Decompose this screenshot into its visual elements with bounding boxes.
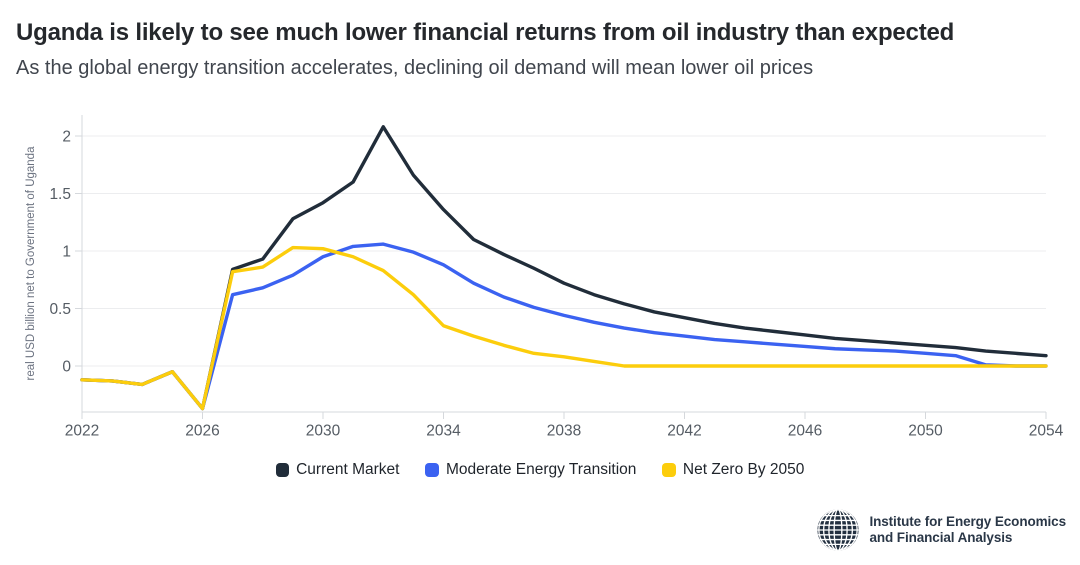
y-tick-label: 0.5	[49, 301, 71, 318]
y-axis-title: real USD billion net to Government of Ug…	[25, 146, 37, 381]
x-tick-label: 2022	[65, 423, 99, 440]
legend: Current Market Moderate Energy Transition…	[0, 460, 1080, 480]
org-logo: Institute for Energy Economics and Finan…	[815, 507, 1066, 553]
org-name-line1: Institute for Energy Economics	[869, 514, 1066, 529]
series-line-net-zero-by-2050	[80, 245, 1048, 411]
series-line-moderate-energy-transition	[80, 242, 1048, 411]
legend-item-current-market: Current Market	[275, 461, 400, 479]
org-name-line2: and Financial Analysis	[869, 530, 1013, 545]
x-tick-label: 2026	[185, 423, 219, 440]
y-tick-label: 2	[62, 129, 71, 146]
chart-header: Uganda is likely to see much lower finan…	[0, 0, 1080, 90]
x-tick-label: 2054	[1029, 423, 1064, 440]
globe-icon	[817, 509, 860, 551]
legend-item-moderate-energy-transition: Moderate Energy Transition	[425, 461, 636, 479]
y-tick-label: 1.5	[49, 186, 71, 203]
legend-swatch-icon	[275, 463, 290, 477]
x-tick-label: 2038	[547, 423, 581, 440]
chart-title: Uganda is likely to see much lower finan…	[16, 19, 955, 46]
x-tick-label: 2046	[788, 423, 822, 440]
chart-subtitle: As the global energy transition accelera…	[16, 57, 814, 79]
chart-canvas[interactable]: 0 0.5 1 1.5 2 2022 2026 2030 2034 2038 2042 2046 205…	[0, 90, 1080, 445]
legend-swatch-icon	[425, 463, 439, 477]
chart-area: 0 0.5 1 1.5 2 2022 2026 2030 2034 2038 2042 2046 205…	[0, 90, 1080, 445]
legend-swatch-icon	[662, 463, 676, 477]
y-tick-label: 1	[62, 244, 71, 261]
series-line-current-market	[80, 125, 1048, 411]
x-tick-label: 2034	[426, 423, 461, 440]
x-tick-label: 2030	[306, 423, 341, 440]
x-tick-label: 2042	[667, 423, 701, 440]
org-name: Institute for Energy Economics and Finan…	[869, 514, 1066, 546]
y-tick-label: 0	[62, 359, 71, 376]
legend-label: Current Market	[296, 461, 400, 478]
legend-item-net-zero-by-2050: Net Zero By 2050	[662, 461, 804, 479]
legend-label: Net Zero By 2050	[682, 461, 805, 478]
x-tick-label: 2050	[908, 423, 943, 440]
legend-label: Moderate Energy Transition	[445, 461, 637, 478]
